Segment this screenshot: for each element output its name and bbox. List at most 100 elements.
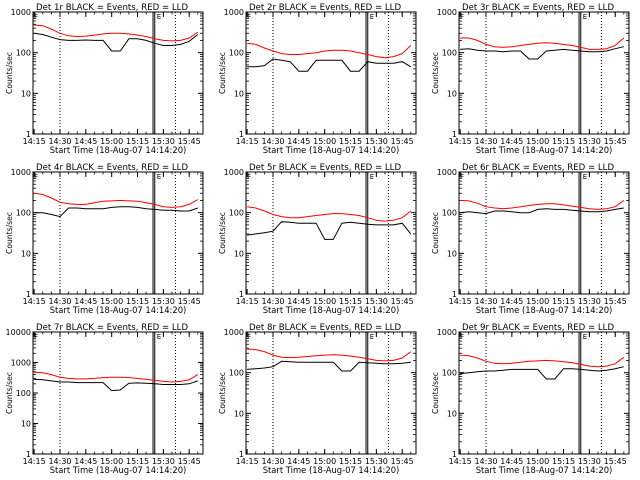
x-tick-label: 15:15: [339, 297, 362, 306]
y-tick-label: 10: [21, 89, 31, 98]
chart-panel-3: Det 3r BLACK = Events, RED = LLD 1 10 100 10…: [431, 3, 630, 155]
x-tick-label: 14:45: [500, 297, 523, 306]
series-line-events: [247, 58, 412, 72]
x-tick-label: 14:30: [474, 297, 497, 306]
x-tick-label: 15:00: [100, 457, 123, 466]
x-tick-label: 15:45: [391, 457, 414, 466]
x-tick-label: 14:45: [287, 137, 310, 146]
marker-label-right: E: [370, 333, 374, 341]
marker-label-right: E: [370, 173, 374, 181]
series-line-lld: [247, 348, 412, 362]
x-tick-label: 15:30: [152, 457, 175, 466]
marker-label-left: F: [460, 333, 464, 341]
y-tick-label: 10000: [6, 328, 31, 337]
y-tick-label: 1000: [11, 359, 31, 368]
y-axis-label: Counts/sec: [218, 372, 227, 414]
x-tick-label: 14:15: [23, 297, 46, 306]
x-axis-label: Start Time (18-Aug-07 14:14:20): [50, 145, 187, 155]
series-line-lld: [460, 354, 625, 368]
chart-title: Det 1r BLACK = Events, RED = LLD: [36, 3, 188, 13]
x-tick-label: 14:30: [48, 297, 71, 306]
x-tick-label: 15:15: [126, 137, 149, 146]
y-axis-label: Counts/sec: [5, 212, 14, 254]
y-tick-label: 1000: [224, 8, 244, 17]
plot-frame: [245, 11, 417, 135]
x-tick-label: 15:15: [126, 457, 149, 466]
y-tick-label: 100: [16, 49, 31, 58]
chart-panel-6: Det 6r BLACK = Events, RED = LLD 1 10 100 10…: [431, 163, 630, 315]
x-tick-label: 15:00: [526, 457, 549, 466]
y-axis-label: Counts/sec: [431, 372, 440, 414]
y-tick-label: 1000: [224, 168, 244, 177]
chart-panel-2: Det 2r BLACK = Events, RED = LLD 1 10 100 10…: [218, 3, 417, 155]
y-tick-label: 1: [452, 290, 457, 299]
x-tick-label: 15:30: [365, 137, 388, 146]
marker-label-right: E: [157, 13, 161, 21]
plot-frame: [32, 331, 204, 455]
x-tick-label: 15:45: [604, 137, 627, 146]
x-axis-label: Start Time (18-Aug-07 14:14:20): [476, 145, 613, 155]
y-tick-label: 1: [239, 450, 244, 459]
x-tick-label: 15:00: [526, 137, 549, 146]
chart-panel-9: Det 9r BLACK = Events, RED = LLD 1 10 100 10…: [431, 323, 630, 475]
y-tick-label: 1000: [437, 168, 457, 177]
x-tick-label: 15:45: [178, 297, 201, 306]
x-tick-label: 14:30: [48, 137, 71, 146]
chart-panel-1: Det 1r BLACK = Events, RED = LLD 1 10 100 10…: [5, 3, 204, 155]
marker-label-left: F: [34, 13, 38, 21]
x-tick-label: 15:30: [578, 297, 601, 306]
x-tick-label: 15:00: [313, 137, 336, 146]
x-tick-label: 14:15: [23, 457, 46, 466]
y-tick-label: 100: [16, 389, 31, 398]
y-tick-label: 1000: [224, 328, 244, 337]
x-tick-label: 14:45: [287, 457, 310, 466]
chart-panel-7: Det 7r BLACK = Events, RED = LLD 1 10 100 10…: [5, 323, 204, 475]
x-tick-label: 15:15: [552, 137, 575, 146]
marker-label-right: E: [583, 173, 587, 181]
chart-title: Det 9r BLACK = Events, RED = LLD: [462, 323, 614, 333]
marker-label-right: E: [370, 13, 374, 21]
y-axis-label: Counts/sec: [431, 212, 440, 254]
y-tick-label: 10: [21, 420, 31, 429]
x-tick-label: 14:30: [261, 457, 284, 466]
x-tick-label: 15:00: [100, 297, 123, 306]
y-tick-label: 10: [234, 89, 244, 98]
plot-frame: [458, 11, 630, 135]
x-tick-label: 14:45: [500, 137, 523, 146]
x-tick-label: 15:00: [526, 297, 549, 306]
x-tick-label: 15:30: [152, 297, 175, 306]
series-line-events: [460, 366, 624, 380]
y-axis-label: Counts/sec: [218, 52, 227, 94]
chart-title: Det 5r BLACK = Events, RED = LLD: [249, 163, 401, 173]
y-tick-label: 1000: [437, 8, 457, 17]
x-tick-label: 14:30: [48, 457, 71, 466]
x-axis-label: Start Time (18-Aug-07 14:14:20): [50, 465, 187, 475]
y-tick-label: 1000: [11, 168, 31, 177]
series-line-lld: [247, 42, 412, 59]
chart-title: Det 8r BLACK = Events, RED = LLD: [249, 323, 401, 333]
plot-frame: [458, 331, 630, 455]
series-line-lld: [247, 206, 412, 222]
y-axis-label: Counts/sec: [5, 372, 14, 414]
x-tick-label: 15:45: [604, 457, 627, 466]
x-tick-label: 14:30: [261, 137, 284, 146]
chart-title: Det 2r BLACK = Events, RED = LLD: [249, 3, 401, 13]
x-tick-label: 14:30: [261, 297, 284, 306]
plot-frame: [32, 171, 204, 295]
x-tick-label: 15:15: [339, 137, 362, 146]
chart-panel-5: Det 5r BLACK = Events, RED = LLD 1 10 100 10…: [218, 163, 417, 315]
y-tick-label: 1: [239, 130, 244, 139]
series-line-events: [34, 32, 199, 52]
y-tick-label: 100: [442, 369, 457, 378]
marker-label-right: E: [583, 333, 587, 341]
x-tick-label: 15:30: [578, 137, 601, 146]
x-axis-label: Start Time (18-Aug-07 14:14:20): [263, 145, 400, 155]
y-axis-label: Counts/sec: [5, 52, 14, 94]
x-tick-label: 14:15: [236, 457, 259, 466]
plot-frame: [32, 11, 204, 135]
x-tick-label: 14:45: [74, 297, 97, 306]
y-tick-label: 1: [26, 130, 31, 139]
y-axis-label: Counts/sec: [218, 212, 227, 254]
y-tick-label: 1000: [11, 8, 31, 17]
marker-label-left: F: [460, 173, 464, 181]
